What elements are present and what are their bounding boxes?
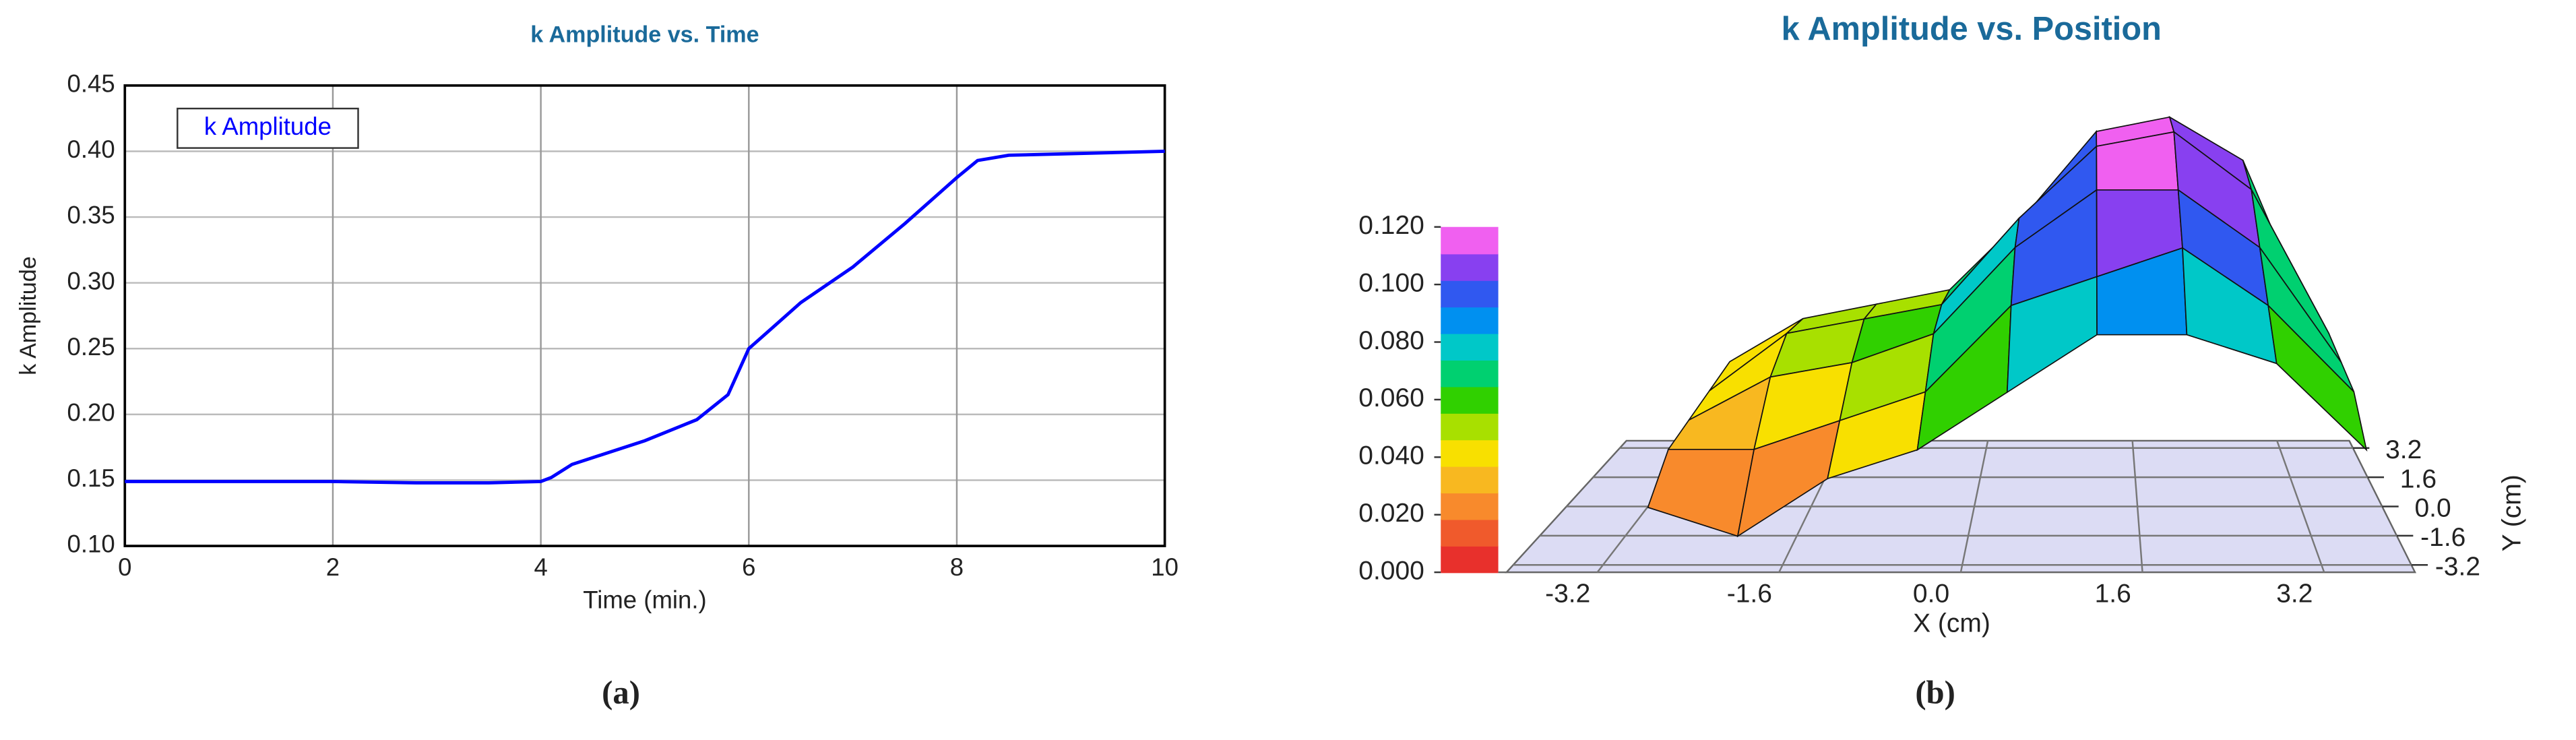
chart-title: k Amplitude vs. Position (1782, 11, 2162, 47)
plot-frame (123, 84, 1166, 547)
y-tick-label: 0.15 (67, 464, 115, 492)
x-tick-label: 8 (950, 553, 964, 581)
x-tick-label: -3.2 (1545, 580, 1590, 609)
colorbar-band (1441, 519, 1499, 547)
colorbar-band (1441, 253, 1499, 281)
colorbar-band (1441, 226, 1499, 255)
z-tick-label: 0.120 (1358, 211, 1424, 240)
y-tick-label: 1.6 (2400, 464, 2437, 493)
colorbar-band (1441, 466, 1499, 494)
colorbar-band (1441, 333, 1499, 361)
x-tick-label: 0 (118, 553, 131, 581)
y-tick-label: 0.35 (67, 202, 115, 229)
plot-area (125, 85, 1165, 547)
chart-title: k Amplitude vs. Time (530, 22, 759, 48)
caption: (b) (1915, 674, 1955, 710)
colorbar-band (1441, 359, 1499, 388)
x-axis-label: X (cm) (1913, 609, 1990, 638)
y-tick-label: 0.0 (2414, 494, 2451, 523)
data-line (125, 150, 1165, 485)
colorbar-band (1441, 306, 1499, 334)
colorbar-band (1441, 492, 1499, 520)
y-tick-label: 0.25 (67, 333, 115, 361)
colorbar-band (1441, 280, 1499, 308)
z-tick-label: 0.040 (1358, 441, 1424, 470)
x-tick-label: 6 (742, 553, 755, 581)
y-tick-label: 0.45 (67, 70, 115, 98)
z-tick-label: 0.000 (1358, 556, 1424, 585)
y-axis-label: k Amplitude (15, 256, 41, 375)
y-tick-label: 3.2 (2385, 435, 2422, 464)
x-tick-label: 0.0 (1913, 580, 1949, 609)
y-tick-label: -1.6 (2420, 523, 2465, 552)
y-tick-label: 0.40 (67, 135, 115, 163)
colorbar-band (1441, 412, 1499, 441)
y-axis-label: Y (cm) (2498, 474, 2527, 551)
legend-entry: k Amplitude (204, 113, 332, 140)
colorbar-band (1441, 386, 1499, 414)
z-tick-label: 0.080 (1358, 326, 1424, 355)
surface-patch (2267, 303, 2368, 452)
x-tick-label: 2 (326, 553, 340, 581)
z-tick-label: 0.100 (1358, 268, 1424, 297)
x-tick-label: -1.6 (1727, 580, 1772, 609)
y-tick-label: 0.20 (67, 399, 115, 427)
colorbar-band (1441, 439, 1499, 467)
caption: (a) (602, 674, 640, 710)
x-tick-label: 3.2 (2276, 580, 2313, 609)
y-tick-label: -3.2 (2435, 552, 2480, 581)
z-tick-label: 0.060 (1358, 383, 1424, 412)
z-tick-label: 0.020 (1358, 499, 1424, 528)
legend-box (177, 107, 359, 149)
x-axis-label: Time (min.) (583, 586, 706, 614)
x-tick-label: 1.6 (2095, 580, 2131, 609)
colorbar-band (1441, 545, 1499, 574)
y-tick-label: 0.30 (67, 267, 115, 295)
y-tick-label: 0.10 (67, 530, 115, 558)
x-tick-label: 10 (1151, 553, 1179, 581)
x-tick-label: 4 (534, 553, 547, 581)
